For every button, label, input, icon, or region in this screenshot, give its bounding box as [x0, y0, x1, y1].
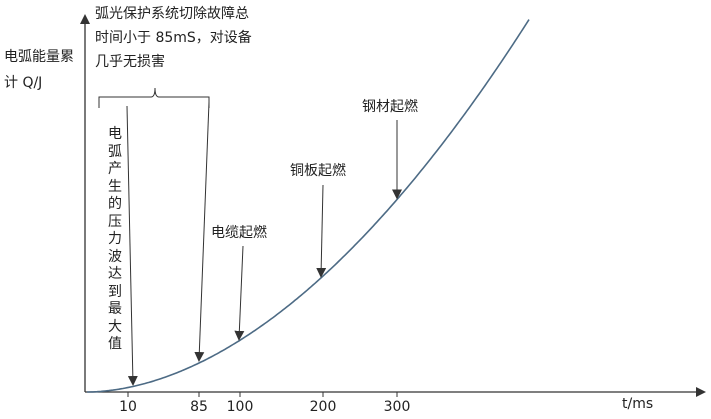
energy-curve — [87, 19, 530, 393]
protection-bracket — [98, 87, 210, 108]
y-axis-label: 电弧能量累计 Q/J — [4, 49, 74, 91]
x-axis-label: t/ms — [622, 396, 654, 412]
copper-label: 铜板起燃 — [290, 163, 346, 179]
x-tick-label-85: 85 — [190, 399, 208, 415]
cable-label: 电缆起燃 — [211, 225, 267, 241]
pressure-arrow — [126, 105, 138, 386]
cable-arrow — [234, 245, 245, 341]
steel-label: 钢材起燃 — [362, 99, 418, 115]
x-tick-label-200: 200 — [309, 399, 337, 415]
protection-arrow — [194, 101, 210, 363]
copper-arrow — [316, 184, 327, 278]
protection-note: 弧光保护系统切除故障总时间小于 85mS，对设备几乎无损害 — [95, 6, 252, 70]
pressure-label: 电弧产生的压力波达到最大值 — [108, 126, 122, 352]
x-tick-label-100: 100 — [226, 399, 254, 415]
x-tick-label-10: 10 — [119, 399, 137, 415]
x-tick-label-300: 300 — [383, 399, 411, 415]
x-tick-marks — [127, 392, 398, 397]
